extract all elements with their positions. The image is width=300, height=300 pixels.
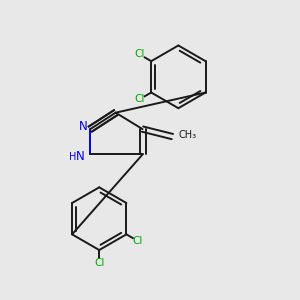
Text: N: N <box>76 150 85 164</box>
Text: Cl: Cl <box>134 50 145 59</box>
Text: Cl: Cl <box>133 236 143 246</box>
Text: CH₃: CH₃ <box>178 130 196 140</box>
Text: H: H <box>69 152 76 162</box>
Text: N: N <box>78 120 87 133</box>
Text: Cl: Cl <box>134 94 145 104</box>
Text: Cl: Cl <box>94 259 104 269</box>
